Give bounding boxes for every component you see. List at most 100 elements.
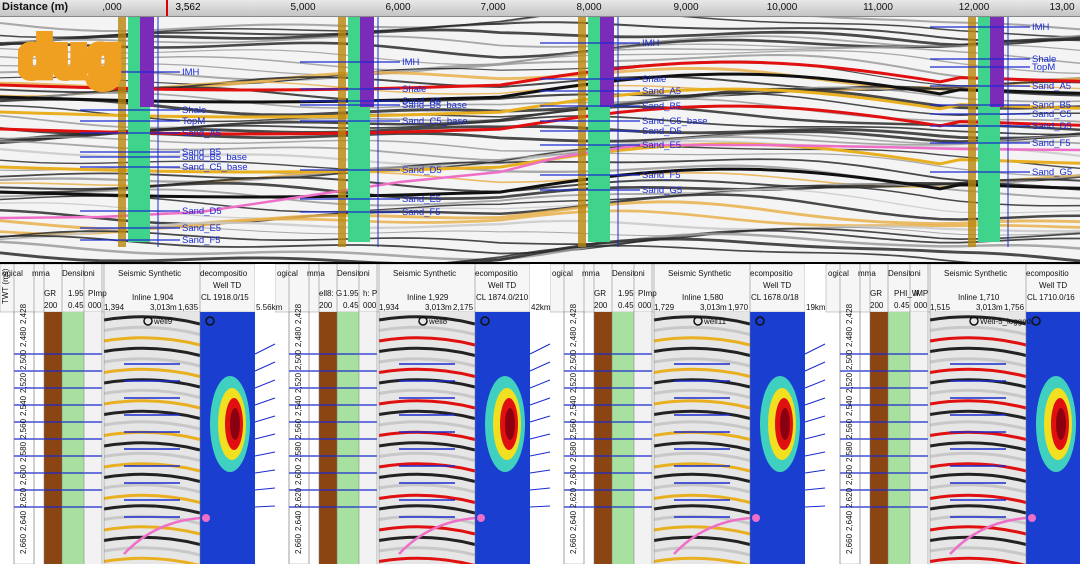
pink-horizon — [398, 516, 476, 555]
track-header: Densit — [612, 269, 635, 278]
pink-horizon — [949, 516, 1027, 555]
correlation-line — [254, 451, 276, 457]
horizon-label: Sand_A5 — [402, 96, 441, 107]
correlation-line — [804, 505, 826, 508]
synthetic-wiggle — [929, 336, 1027, 347]
density-min: 0.45 — [68, 301, 84, 310]
axis-tick: 5,000 — [290, 2, 316, 13]
panel-header — [549, 264, 806, 313]
depth-label: 2,428 — [845, 303, 854, 324]
depth-label: 2,620 — [569, 487, 578, 508]
dug-logo: dug dug — [18, 26, 125, 93]
gap-distance: 5.56km — [256, 303, 283, 312]
horizon-label: Sand_D5 — [402, 165, 442, 176]
correlation-line — [804, 361, 826, 372]
synthetic-wiggle — [929, 535, 1027, 546]
depth-label: 2,560 — [569, 418, 578, 439]
depth-label: 2,520 — [294, 372, 303, 393]
synthetic-wiggle — [103, 336, 201, 347]
imp-min: 000 — [914, 301, 928, 310]
correlation-line — [254, 487, 276, 491]
well-panel-3: ogical mma Densit oni Seismic Synthetic ecomp… — [549, 264, 806, 564]
cursor-marker[interactable] — [166, 0, 168, 16]
impedance-track — [634, 312, 652, 564]
track-header: oni — [359, 269, 370, 278]
correlation-line — [254, 397, 276, 406]
well-symbol-icon — [1031, 316, 1041, 326]
synthetic-wiggle — [103, 483, 201, 494]
synthetic-wiggle — [653, 388, 751, 399]
track-header: Seismic Synthetic — [944, 269, 1007, 278]
horizon-label: Sand_D5 — [642, 126, 682, 137]
synthetic-wiggle — [378, 504, 476, 515]
correlation-line — [529, 433, 551, 440]
horizon-label: Sand_B5 — [642, 101, 681, 112]
reflector — [0, 209, 1080, 236]
reflector — [0, 219, 1080, 240]
horizon-label: Sand_G5 — [1032, 167, 1072, 178]
synthetic-wiggle — [653, 378, 751, 389]
well-symbol-icon — [480, 316, 490, 326]
synthetic-wiggle — [929, 325, 1027, 336]
imp-min: 000 — [638, 301, 652, 310]
reflector — [0, 87, 1080, 117]
correlation-line — [529, 451, 551, 457]
synthetic-wiggle — [653, 367, 751, 378]
depth-label: 2,560 — [19, 418, 28, 439]
depth-label: 2,520 — [569, 372, 578, 393]
synthetic-track — [104, 312, 200, 564]
correlation-line — [804, 433, 826, 440]
depth-label: 2,640 — [845, 510, 854, 531]
synthetic-wiggle — [378, 346, 476, 357]
reflector — [0, 184, 1080, 213]
gr-label: GR — [44, 289, 56, 298]
horizon-label: Sand_E5 — [182, 223, 221, 234]
horizon-label: Sand_B5 — [1032, 100, 1071, 111]
synthetic-wiggle — [653, 451, 751, 462]
seismic-image[interactable]: IMHShaleTopMSand_A5Sand_B5Sand_B5_baseSa… — [0, 17, 1080, 262]
range-left: 1,729 — [654, 303, 675, 312]
horizon-label: Sand_E5 — [642, 140, 681, 151]
synthetic-wiggle — [929, 409, 1027, 420]
well-tracks[interactable]: ogical mma Densit oni Seismic Synthetic decom… — [0, 264, 1080, 564]
seismic-section-panel[interactable]: Distance (m) ,000 3,562 5,000 6,000 7,00… — [0, 0, 1080, 262]
track-header: ecompositio — [1026, 269, 1069, 278]
synthetic-wiggle — [378, 336, 476, 347]
decomp-blob — [230, 408, 240, 440]
panel-header — [825, 264, 1080, 313]
track-header: Well TD — [213, 281, 241, 290]
horizon-label: Shale — [642, 74, 666, 85]
horizon-label: IMH — [402, 57, 420, 68]
synthetic-wiggle — [929, 346, 1027, 357]
correlation-line — [529, 361, 551, 372]
seismic-reflectors — [0, 17, 1080, 262]
synthetic-wiggle — [929, 483, 1027, 494]
horizon-label: Sand_B5 — [182, 147, 221, 158]
imp-label: h: P — [363, 289, 377, 298]
reflector — [0, 182, 1080, 207]
pink-marker — [1028, 514, 1036, 522]
horizon-label: Sand_F5 — [182, 235, 221, 246]
synthetic-wiggle — [929, 367, 1027, 378]
correlation-line — [529, 505, 551, 508]
correlation-line — [529, 487, 551, 491]
well-correlation-panel[interactable]: ogical mma Densit oni Seismic Synthetic decom… — [0, 264, 1080, 564]
depth-label: 2,480 — [569, 326, 578, 347]
density-track — [888, 312, 910, 564]
reflector — [446, 244, 974, 262]
inline-label: Inline 1,580 — [682, 293, 724, 302]
axis-title: Distance (m) — [2, 1, 69, 13]
gr-label: ell8: G — [319, 289, 342, 298]
depth-label: 2,520 — [19, 372, 28, 393]
range-left: 1,394 — [104, 303, 125, 312]
impedance-track — [359, 312, 377, 564]
well-name: well9 — [153, 317, 173, 326]
well-log-purple — [140, 17, 154, 107]
density-track — [337, 312, 359, 564]
depth-label: 2,600 — [294, 464, 303, 485]
density-min: 0.45 — [343, 301, 359, 310]
depth-label: 2,620 — [845, 487, 854, 508]
reflector — [0, 237, 1080, 262]
horizon-label: Sand_G5 — [642, 185, 682, 196]
axis-tick: 12,000 — [958, 2, 990, 13]
